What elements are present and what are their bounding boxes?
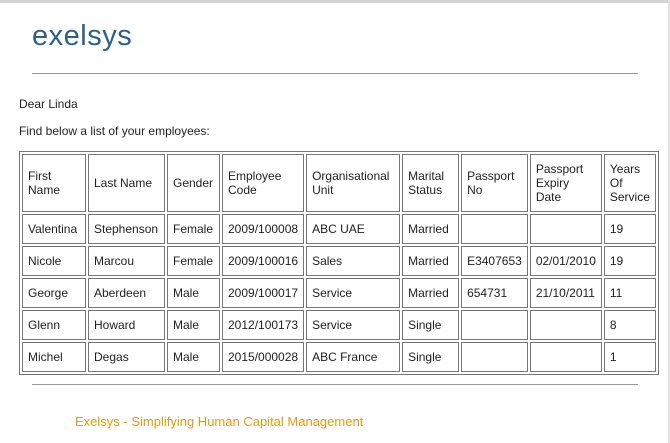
table-cell: 19 [603, 214, 656, 244]
table-cell: Stephenson [88, 214, 165, 244]
table-cell: E3407653 [461, 246, 528, 276]
table-cell: 654731 [461, 278, 528, 308]
table-cell: 2012/100173 [222, 310, 305, 340]
table-cell: Married [402, 278, 460, 308]
table-cell: Valentina [22, 214, 86, 244]
table-cell: 19 [603, 246, 656, 276]
logo: exelsys [32, 20, 133, 52]
column-header: Last Name [88, 154, 165, 212]
table-row: Valentina Stephenson Female 2009/100008 ABC … [22, 214, 656, 244]
table-cell [461, 310, 528, 340]
column-header: Employee Code [222, 154, 305, 212]
column-header: Passport No [461, 154, 528, 212]
table-cell: Service [306, 310, 401, 340]
table-row: Michel Degas Male 2015/000028 ABC France Sing… [22, 342, 656, 372]
table-cell: Male [167, 278, 220, 308]
table-cell: Male [167, 342, 220, 372]
table-row: Glenn Howard Male 2012/100173 Service Single 8 [22, 310, 656, 340]
divider [32, 73, 638, 74]
table-cell [529, 310, 602, 340]
greeting: Dear Linda [19, 97, 78, 111]
table-cell [529, 342, 602, 372]
table-cell: Michel [22, 342, 86, 372]
table-cell: George [22, 278, 86, 308]
table-cell [529, 214, 602, 244]
column-header: Passport Expiry Date [529, 154, 602, 212]
table-cell: Married [402, 214, 460, 244]
table-cell: Marcou [88, 246, 165, 276]
table-row: Nicole Marcou Female 2009/100016 Sales Marrie… [22, 246, 656, 276]
column-header: First Name [22, 154, 86, 212]
table-cell: Male [167, 310, 220, 340]
table-row: George Aberdeen Male 2009/100017 Service Marr… [22, 278, 656, 308]
table-cell [461, 214, 528, 244]
column-header: Marital Status [402, 154, 460, 212]
column-header: Gender [167, 154, 220, 212]
header-row: First Name Last Name Gender Employee Code Or… [22, 154, 656, 212]
table-cell: 02/01/2010 [529, 246, 602, 276]
column-header: Years Of Service [603, 154, 656, 212]
table-cell [461, 342, 528, 372]
table-cell: Service [306, 278, 401, 308]
top-bar [0, 0, 670, 3]
table-cell: Female [167, 214, 220, 244]
table-cell: 2009/100016 [222, 246, 305, 276]
table-cell: ABC UAE [306, 214, 401, 244]
table-cell: Sales [306, 246, 401, 276]
table-cell: Degas [88, 342, 165, 372]
footer-text: Exelsys - Simplifying Human Capital Mana… [75, 414, 364, 429]
employee-table: First Name Last Name Gender Employee Code Or… [19, 151, 659, 375]
table-cell: 21/10/2011 [529, 278, 602, 308]
table-cell: 2009/100017 [222, 278, 305, 308]
table-cell: Aberdeen [88, 278, 165, 308]
table-cell: ABC France [306, 342, 401, 372]
table-cell: Female [167, 246, 220, 276]
divider [32, 384, 638, 385]
table-cell: Glenn [22, 310, 86, 340]
table-cell: Single [402, 310, 460, 340]
table-cell: 2009/100008 [222, 214, 305, 244]
intro-text: Find below a list of your employees: [19, 124, 210, 138]
table-cell: 1 [603, 342, 656, 372]
table-cell: Howard [88, 310, 165, 340]
right-border [668, 0, 670, 443]
table-cell: Nicole [22, 246, 86, 276]
table-cell: 11 [603, 278, 656, 308]
table-cell: 8 [603, 310, 656, 340]
table-cell: 2015/000028 [222, 342, 305, 372]
table-cell: Single [402, 342, 460, 372]
table-cell: Married [402, 246, 460, 276]
column-header: Organisational Unit [306, 154, 401, 212]
